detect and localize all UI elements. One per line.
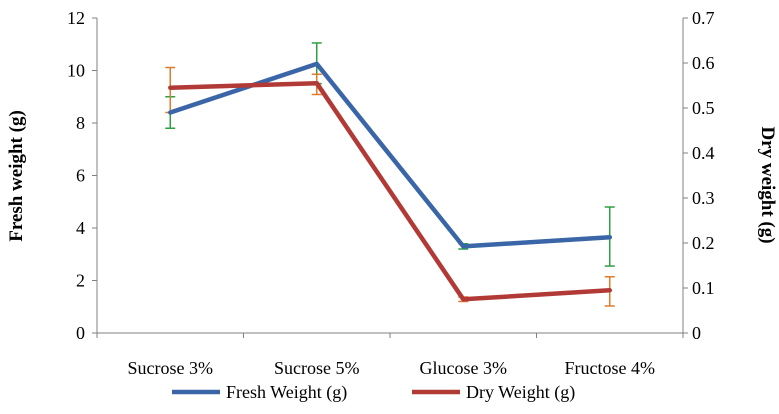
left-tick-label: 10	[67, 61, 85, 81]
left-axis-title: Fresh weight (g)	[6, 110, 27, 242]
legend-label: Fresh Weight (g)	[226, 382, 347, 403]
right-axis-ticks: 0 0.1 0.2 0.3 0.4 0.5 0.6 0.7	[683, 8, 715, 343]
right-tick-label: 0.1	[692, 278, 715, 298]
left-tick-label: 6	[76, 166, 85, 186]
right-axis-title: Dry weight (g)	[757, 126, 778, 243]
error-bars	[165, 42, 615, 307]
legend-entry: Dry Weight (g)	[412, 382, 575, 403]
left-tick-label: 0	[76, 323, 85, 343]
category-label: Sucrose 5%	[274, 358, 359, 378]
category-label: Fructose 4%	[565, 358, 655, 378]
left-tick-label: 12	[67, 8, 85, 28]
series-lines	[168, 61, 613, 302]
right-tick-label: 0.5	[692, 98, 715, 118]
category-axis-labels: Sucrose 3% Sucrose 5% Glucose 3% Fructose 4…	[96, 333, 684, 378]
right-tick-label: 0.7	[692, 8, 715, 28]
category-label: Sucrose 3%	[128, 358, 213, 378]
left-tick-label: 2	[76, 271, 85, 291]
left-tick-label: 8	[76, 113, 85, 133]
right-tick-label: 0	[692, 323, 701, 343]
right-tick-label: 0.4	[692, 143, 715, 163]
left-tick-label: 4	[76, 218, 85, 238]
error-bar	[165, 66, 176, 114]
legend-entry: Fresh Weight (g)	[172, 382, 347, 403]
legend: Fresh Weight (g) Dry Weight (g)	[172, 382, 575, 403]
axes	[96, 18, 684, 334]
category-label: Glucose 3%	[420, 358, 507, 378]
legend-label: Dry Weight (g)	[466, 382, 575, 403]
series-line	[168, 61, 613, 249]
series-line	[168, 80, 613, 302]
right-tick-label: 0.2	[692, 233, 715, 253]
right-tick-label: 0.3	[692, 188, 715, 208]
right-tick-label: 0.6	[692, 53, 715, 73]
left-axis-ticks: 0 2 4 6 8 10 12	[67, 8, 97, 343]
